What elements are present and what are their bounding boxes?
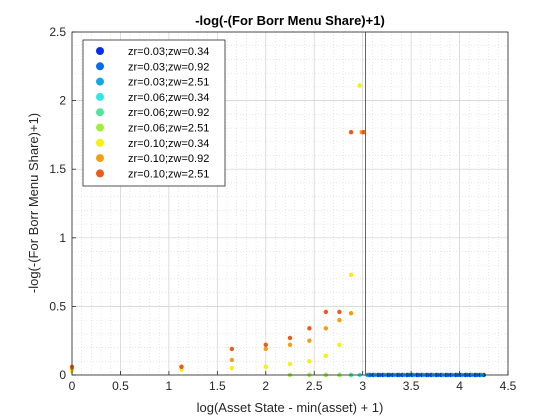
legend-marker bbox=[96, 123, 104, 132]
y-tick-label: 2 bbox=[59, 94, 66, 108]
x-tick-label: 0 bbox=[69, 379, 76, 393]
legend-label: zr=0.03;zw=0.92 bbox=[128, 61, 209, 73]
data-point bbox=[263, 346, 268, 352]
data-point bbox=[287, 361, 293, 367]
x-tick-label: 0.5 bbox=[112, 379, 129, 393]
legend-label: zr=0.03;zw=0.34 bbox=[128, 46, 209, 58]
data-point bbox=[229, 365, 235, 371]
y-axis-label: -log(-(For Borr Menu Share)+1) bbox=[26, 113, 41, 293]
legend-box bbox=[82, 39, 226, 187]
legend-marker bbox=[96, 47, 104, 55]
axes-box bbox=[71, 31, 509, 376]
y-tick-label: 0.5 bbox=[49, 299, 66, 313]
data-point bbox=[348, 272, 354, 278]
data-point bbox=[357, 83, 362, 88]
legend-marker bbox=[96, 77, 104, 86]
data-point bbox=[179, 364, 184, 369]
data-point bbox=[337, 342, 342, 348]
legend-label: zr=0.06;zw=0.34 bbox=[128, 92, 209, 104]
x-tick-label: 3.5 bbox=[403, 379, 420, 393]
legend-marker bbox=[96, 138, 104, 147]
data-point bbox=[323, 309, 329, 315]
x-tick-label: 2 bbox=[262, 379, 269, 393]
data-point bbox=[337, 317, 342, 323]
data-point bbox=[348, 311, 354, 316]
data-point bbox=[307, 338, 312, 343]
y-tick-label: 0 bbox=[59, 368, 66, 382]
data-point bbox=[229, 357, 235, 363]
data-point bbox=[337, 309, 342, 315]
legend-label: zr=0.03;zw=2.51 bbox=[128, 77, 209, 89]
data-point bbox=[361, 129, 366, 135]
legend-label: zr=0.10;zw=0.34 bbox=[128, 138, 209, 150]
x-axis-ticks: 0 0.5 1 1.5 2 2.5 3 3.5 4 4.5 bbox=[69, 371, 517, 393]
data-point bbox=[323, 353, 329, 358]
data-point bbox=[323, 326, 329, 331]
legend-label: zr=0.10;zw=0.92 bbox=[128, 153, 209, 165]
x-tick-label: 3 bbox=[359, 379, 366, 393]
legend-marker bbox=[96, 62, 104, 71]
legend-marker bbox=[96, 169, 104, 178]
data-point bbox=[348, 129, 354, 135]
x-tick-label: 1.5 bbox=[209, 379, 226, 393]
data-point bbox=[263, 364, 268, 369]
legend-label: zr=0.06;zw=0.92 bbox=[128, 107, 209, 119]
y-tick-label: 1.5 bbox=[49, 162, 66, 176]
legend-marker bbox=[96, 154, 104, 163]
x-tick-label: 2.5 bbox=[306, 379, 323, 393]
data-point bbox=[307, 359, 312, 364]
x-axis-label: log(Asset State - min(asset) + 1) bbox=[197, 400, 384, 415]
legend-marker bbox=[96, 108, 104, 117]
legend-label: zr=0.06;zw=2.51 bbox=[128, 123, 209, 135]
legend-label: zr=0.10;zw=2.51 bbox=[128, 168, 209, 180]
chart-title: -log(-(For Borr Menu Share)+1) bbox=[195, 13, 385, 28]
data-point bbox=[263, 342, 268, 348]
y-tick-label: 2.5 bbox=[49, 25, 66, 39]
legend: zr=0.03;zw=0.34 zr=0.03;zw=0.92 zr=0.03;zw… bbox=[82, 39, 226, 187]
x-tick-label: 4.5 bbox=[500, 379, 517, 393]
x-tick-label: 1 bbox=[166, 379, 173, 393]
y-axis-ticks: 0 0.5 1 1.5 2 2.5 bbox=[49, 25, 76, 382]
data-point bbox=[287, 335, 293, 341]
legend-marker bbox=[96, 92, 104, 101]
data-point bbox=[229, 346, 235, 352]
x-tick-label: 4 bbox=[456, 379, 463, 393]
y-tick-label: 1 bbox=[59, 231, 66, 245]
legend-items: zr=0.03;zw=0.34 zr=0.03;zw=0.92 zr=0.03;zw… bbox=[96, 46, 209, 180]
data-point bbox=[307, 326, 312, 331]
data-point bbox=[287, 342, 293, 348]
